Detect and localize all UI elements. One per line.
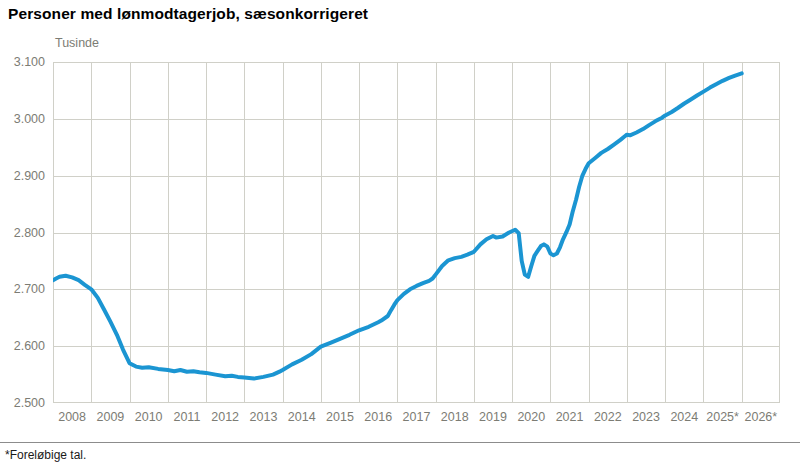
y-tick-label: 2.600 bbox=[0, 339, 45, 353]
y-tick-label: 2.700 bbox=[0, 282, 45, 296]
x-tick-label: 2026* bbox=[731, 410, 791, 424]
y-tick-label: 2.500 bbox=[0, 396, 45, 410]
footnote-text: *Foreløbige tal. bbox=[5, 448, 86, 462]
page-title: Personer med lønmodtagerjob, sæsonkorrig… bbox=[8, 5, 368, 23]
y-tick-label: 3.000 bbox=[0, 112, 45, 126]
footnote-divider bbox=[0, 442, 800, 443]
line-chart-plot-area bbox=[53, 62, 780, 403]
y-tick-label: 3.100 bbox=[0, 55, 45, 69]
y-tick-label: 2.800 bbox=[0, 226, 45, 240]
y-axis-unit-label: Tusinde bbox=[55, 36, 99, 50]
y-tick-label: 2.900 bbox=[0, 169, 45, 183]
